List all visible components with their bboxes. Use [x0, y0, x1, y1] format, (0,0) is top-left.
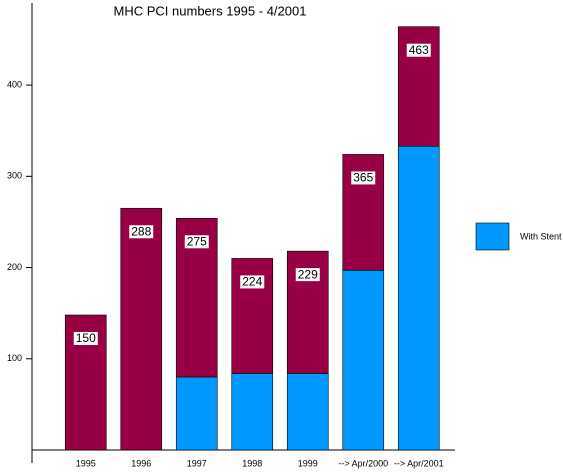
x-tick-label: 1998	[242, 458, 262, 468]
x-tick-label: 1999	[298, 458, 318, 468]
bar-segment	[286, 373, 329, 451]
total-label-bg	[406, 43, 431, 57]
x-tick-label: 1997	[187, 458, 207, 468]
y-tick-label: 200	[7, 262, 22, 272]
total-label: 275	[187, 234, 207, 248]
total-label: 229	[298, 267, 318, 281]
bar-segment	[120, 207, 163, 451]
bar-segment	[175, 376, 218, 451]
y-tick-label: 400	[7, 79, 22, 89]
bar-segment	[231, 373, 274, 451]
y-tick-label: 100	[7, 353, 22, 363]
total-label-bg	[129, 225, 154, 239]
total-label-bg	[295, 268, 320, 282]
total-label-bg	[73, 331, 98, 345]
x-tick-label: 1996	[131, 458, 151, 468]
chart-title: MHC PCI numbers 1995 - 4/2001	[114, 3, 307, 18]
bar-segment	[397, 145, 440, 451]
total-label: 224	[242, 275, 262, 289]
x-tick-label: 1995	[76, 458, 96, 468]
x-tick-label: --> Apr/2000	[338, 458, 388, 468]
total-label: 463	[409, 43, 429, 57]
legend-swatch	[475, 222, 510, 251]
total-label-bg	[351, 171, 376, 185]
total-label: 288	[131, 224, 151, 238]
bar-segment	[342, 269, 385, 451]
total-label: 365	[353, 171, 373, 185]
total-label-bg	[240, 275, 265, 289]
legend-label: With Stent	[520, 231, 562, 241]
y-tick-label: 300	[7, 171, 22, 181]
x-tick-label: --> Apr/2001	[394, 458, 444, 468]
total-label: 150	[76, 331, 96, 345]
total-label-bg	[184, 235, 209, 249]
